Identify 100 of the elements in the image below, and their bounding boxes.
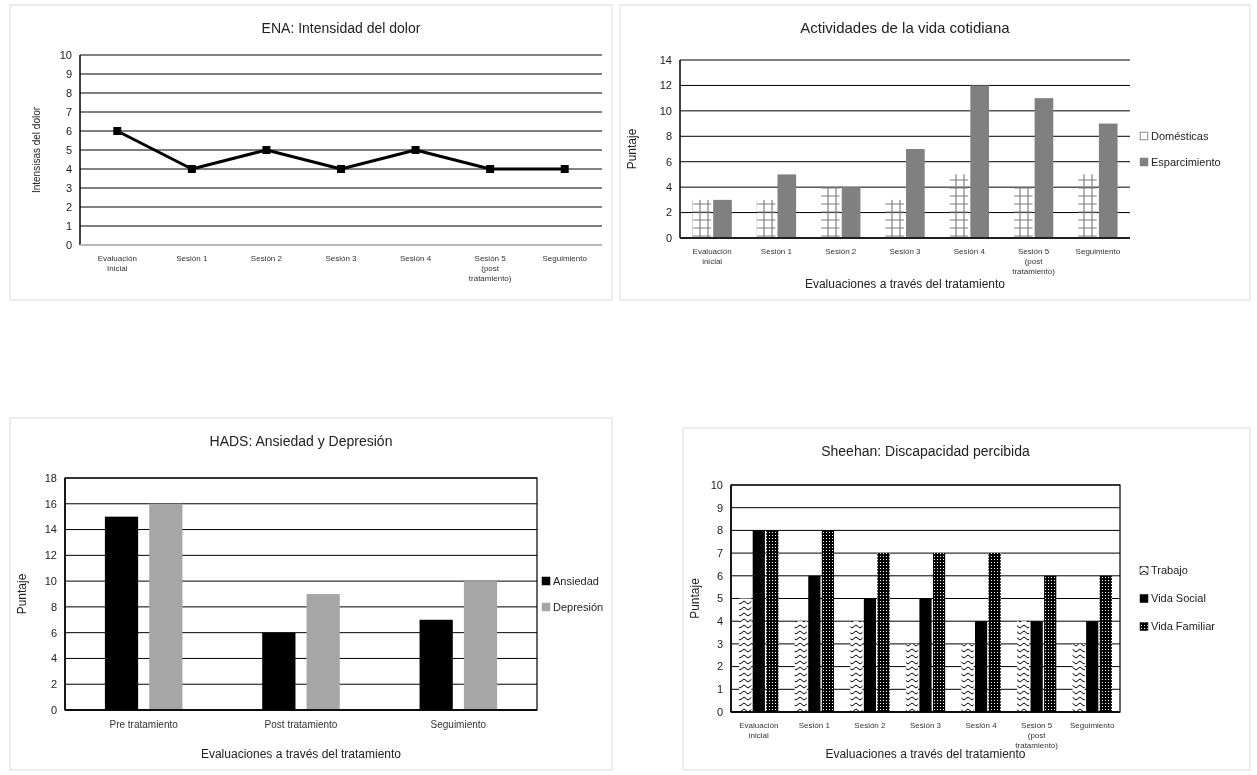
y-axis-title: Intensisas del dolor [31, 106, 42, 194]
y-tick-label: 6 [716, 569, 723, 582]
legend-label: Vida Familiar [1151, 620, 1216, 633]
legend-label: Depresión [553, 600, 604, 613]
legend-label: Trabajo [1151, 564, 1188, 577]
bar [692, 199, 712, 238]
y-tick-label: 16 [44, 497, 57, 510]
x-axis-title: Evaluaciones a través del tratamiento [200, 747, 402, 761]
y-tick-label: 6 [65, 124, 72, 137]
y-tick-label: 2 [65, 200, 72, 213]
x-tick-label: Sesión 1 [176, 254, 208, 263]
y-tick-label: 8 [50, 600, 57, 613]
y-tick-label: 10 [59, 48, 72, 61]
bar [756, 199, 776, 238]
x-tick-label: Evaluación inicial [692, 247, 732, 266]
y-tick-label: 3 [716, 637, 723, 650]
bar [1099, 575, 1112, 712]
x-tick-label: Sesión 2 [825, 247, 857, 256]
x-tick-label: Sesión 4 [400, 254, 432, 263]
point [411, 146, 420, 154]
y-tick-label: 6 [50, 626, 57, 639]
y-tick-label: 2 [665, 206, 672, 219]
point [113, 127, 122, 135]
y-axis-title: Puntaje [625, 128, 639, 170]
chart-title: Actividades de la vida cotidiana [800, 19, 1011, 36]
y-tick-label: 7 [65, 105, 72, 118]
bar [850, 621, 863, 712]
y-tick-label: 14 [659, 53, 672, 66]
x-tick-label: Seguimiento [430, 719, 487, 730]
y-tick-label: 4 [665, 180, 672, 193]
y-tick-label: 9 [716, 501, 723, 514]
bar [463, 581, 498, 710]
legend-label: Domésticas [1151, 129, 1209, 142]
bar [149, 503, 183, 710]
x-tick-label: Sesión 5 (post tratamiento) [468, 254, 512, 283]
y-axis-title: Puntaje [688, 577, 702, 619]
bar [932, 553, 946, 712]
point [560, 165, 569, 173]
x-tick-label: Evaluación inicial [739, 721, 779, 740]
bar [1034, 98, 1054, 238]
y-tick-label: 4 [716, 615, 723, 628]
y-tick-label: 12 [659, 79, 672, 92]
y-tick-label: 7 [716, 546, 723, 559]
x-tick-label: Sesión 3 [909, 721, 942, 730]
point [262, 146, 271, 154]
x-tick-label: Seguimiento [542, 254, 588, 263]
point [337, 165, 345, 173]
y-tick-label: 4 [50, 652, 57, 665]
x-tick-label: Sesión 1 [760, 247, 793, 256]
x-tick-label: Sesión 5 (post tratamiento) [1012, 247, 1056, 276]
bar [766, 530, 779, 712]
chart-title: Sheehan: Discapacidad percibida [821, 443, 1030, 459]
bar [905, 643, 919, 712]
x-tick-label: Sesión 4 [953, 247, 986, 256]
bar [988, 553, 1001, 712]
y-tick-label: 0 [50, 703, 57, 716]
chart-title: HADS: Ansiedad y Depresión [209, 433, 393, 449]
x-axis-title: Evaluaciones a través del tratamiento [804, 277, 1006, 291]
bar [1013, 187, 1033, 238]
x-axis-title: Evaluaciones a través del tratamiento [825, 747, 1026, 761]
y-tick-label: 12 [44, 549, 57, 562]
bar [841, 187, 861, 238]
chart-title: ENA: Intensidad del dolor [261, 20, 421, 36]
y-tick-label: 9 [65, 67, 72, 80]
y-tick-label: 8 [65, 86, 72, 99]
y-tick-label: 10 [659, 104, 672, 117]
x-tick-label: Sesión 5 (post tratamiento) [1015, 721, 1059, 750]
x-tick-label: Sesión 3 [889, 247, 922, 256]
y-tick-label: 18 [44, 471, 57, 484]
y-tick-label: 3 [65, 181, 72, 194]
x-tick-label: Sesión 3 [325, 254, 358, 263]
bar [794, 621, 807, 712]
x-tick-label: Sesión 1 [798, 721, 831, 730]
y-tick-label: 0 [665, 231, 672, 244]
y-tick-label: 0 [716, 705, 723, 718]
y-axis-title: Puntaje [15, 573, 29, 615]
bar [961, 643, 974, 712]
y-tick-label: 5 [65, 143, 72, 156]
y-tick-label: 2 [716, 660, 723, 673]
y-tick-label: 5 [716, 592, 723, 605]
bar [739, 598, 752, 712]
bar [877, 553, 890, 712]
point [187, 165, 196, 173]
x-tick-label: Sesión 2 [854, 721, 887, 730]
bar [1016, 621, 1030, 712]
legend-label: Esparcimiento [1151, 155, 1221, 168]
legend-label: Vida Social [1151, 592, 1206, 605]
bar [306, 594, 340, 710]
bar [906, 149, 925, 238]
y-tick-label: 1 [716, 683, 723, 696]
y-tick-label: 14 [44, 523, 57, 536]
x-tick-label: Pre tratamiento [109, 719, 179, 730]
y-tick-label: 1 [65, 219, 72, 232]
bar [970, 85, 989, 238]
y-tick-label: 8 [716, 524, 723, 537]
y-tick-label: 2 [50, 678, 57, 691]
x-tick-label: Sesión 4 [965, 721, 998, 730]
y-tick-label: 8 [665, 130, 672, 143]
y-tick-label: 4 [65, 162, 72, 175]
y-tick-label: 6 [665, 155, 672, 168]
